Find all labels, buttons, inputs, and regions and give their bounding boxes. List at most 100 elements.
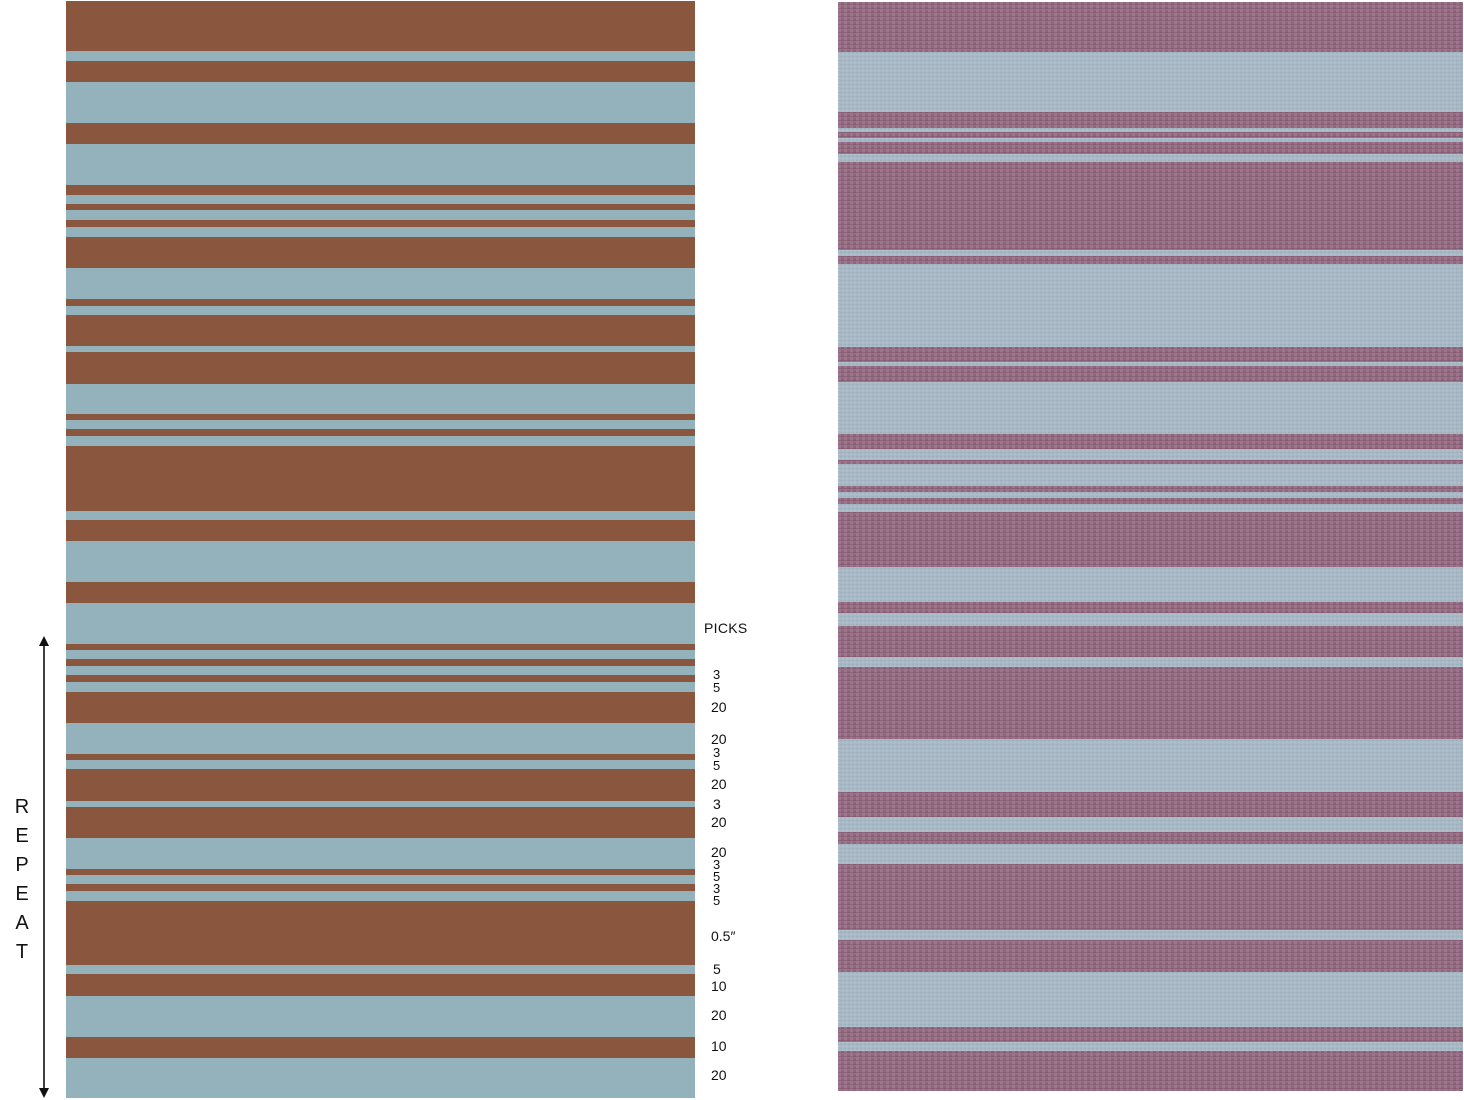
pick-count-label: 20 <box>711 1067 727 1083</box>
draft-stripe-blue <box>66 996 695 1037</box>
fabric-red-band <box>838 256 1463 264</box>
draft-stripe-blue <box>66 801 695 807</box>
draft-stripe-blue <box>66 144 695 185</box>
draft-stripe-blue <box>66 760 695 769</box>
fabric-swatch <box>838 2 1463 1091</box>
draft-stripe-brown <box>66 123 695 144</box>
repeat-letter: T <box>15 941 29 963</box>
fabric-red-band <box>838 460 1463 464</box>
draft-stripe-brown <box>66 901 695 965</box>
fabric-red-band <box>838 162 1463 250</box>
pick-count-label: 3 <box>713 796 721 812</box>
repeat-letter: E <box>15 883 29 905</box>
fabric-red-band <box>838 626 1463 657</box>
draft-stripe-blue <box>66 875 695 884</box>
draft-stripe-brown <box>66 414 695 420</box>
draft-stripe-brown <box>66 61 695 82</box>
draft-stripe-blue <box>66 436 695 446</box>
draft-stripe-brown <box>66 1 695 51</box>
pick-count-label: 3 <box>713 745 721 760</box>
stripe-draft <box>66 1 695 1098</box>
pick-count-label: 3 <box>713 857 721 872</box>
draft-stripe-brown <box>66 692 695 723</box>
pick-count-label: 20 <box>711 844 727 860</box>
draft-stripe-brown <box>66 675 695 682</box>
draft-stripe-blue <box>66 306 695 315</box>
fabric-red-band <box>838 486 1463 492</box>
draft-stripe-brown <box>66 185 695 195</box>
draft-stripe-brown <box>66 446 695 511</box>
draft-stripe-blue <box>66 682 695 692</box>
draft-stripe-brown <box>66 1037 695 1058</box>
fabric-red-band <box>838 864 1463 930</box>
fabric-red-band <box>838 112 1463 128</box>
draft-stripe-brown <box>66 315 695 346</box>
draft-stripe-brown <box>66 659 695 666</box>
draft-stripe-blue <box>66 838 695 869</box>
fabric-red-band <box>838 832 1463 844</box>
draft-stripe-blue <box>66 603 695 644</box>
fabric-red-band <box>838 512 1463 567</box>
pick-count-label: 5 <box>713 758 721 773</box>
draft-stripe-brown <box>66 204 695 210</box>
fabric-red-band <box>838 2 1463 52</box>
repeat-letter: E <box>15 825 29 847</box>
pick-count-label: 3 <box>713 667 721 682</box>
draft-stripe-blue <box>66 511 695 520</box>
draft-stripe-blue <box>66 384 695 414</box>
fabric-red-band <box>838 142 1463 154</box>
repeat-letter: A <box>15 912 29 934</box>
fabric-red-band <box>838 940 1463 972</box>
draft-stripe-brown <box>66 807 695 838</box>
fabric-red-band <box>838 434 1463 449</box>
draft-stripe-brown <box>66 220 695 227</box>
fabric-red-band <box>838 667 1463 739</box>
fabric-red-band <box>838 132 1463 138</box>
pick-count-label: 20 <box>711 776 727 792</box>
draft-stripe-blue <box>66 82 695 123</box>
draft-stripe-blue <box>66 723 695 754</box>
draft-stripe-blue <box>66 51 695 61</box>
repeat-arrow <box>39 636 49 1098</box>
pick-count-label: 20 <box>711 699 727 715</box>
draft-stripe-brown <box>66 884 695 891</box>
pick-count-label: 10 <box>711 978 727 994</box>
pick-count-label: 5 <box>713 869 721 884</box>
pick-count-label: 10 <box>711 1038 727 1054</box>
draft-stripe-blue <box>66 891 695 901</box>
repeat-letter: R <box>14 796 30 818</box>
pick-count-label: 20 <box>711 1007 727 1023</box>
fabric-photo <box>838 2 1463 1091</box>
fabric-red-band <box>838 1051 1463 1091</box>
draft-stripe-blue <box>66 1058 695 1098</box>
draft-stripe-blue <box>66 541 695 582</box>
draft-stripe-blue <box>66 268 695 299</box>
pick-count-label: 20 <box>711 814 727 830</box>
draft-stripe-blue <box>66 195 695 204</box>
draft-stripe-blue <box>66 650 695 659</box>
pick-count-label: 0.5″ <box>711 928 736 944</box>
draft-stripe-brown <box>66 754 695 760</box>
draft-stripe-blue <box>66 227 695 237</box>
pick-count-label: 20 <box>711 731 727 747</box>
draft-stripe-brown <box>66 869 695 875</box>
draft-stripe-brown <box>66 769 695 801</box>
fabric-red-band <box>838 602 1463 613</box>
fabric-red-band <box>838 366 1463 382</box>
draft-stripe-brown <box>66 237 695 268</box>
fabric-red-band <box>838 792 1463 817</box>
draft-stripe-brown <box>66 299 695 306</box>
draft-stripe-brown <box>66 429 695 436</box>
draft-stripe-brown <box>66 644 695 650</box>
fabric-red-band <box>838 347 1463 362</box>
draft-stripe-brown <box>66 520 695 541</box>
fabric-red-band <box>838 498 1463 504</box>
draft-stripe-blue <box>66 965 695 974</box>
draft-stripe-blue <box>66 666 695 675</box>
pick-count-label: 5 <box>713 961 721 977</box>
draft-stripe-brown <box>66 974 695 996</box>
draft-stripe-blue <box>66 210 695 220</box>
pick-count-label: 5 <box>713 893 721 908</box>
fabric-red-band <box>838 1027 1463 1042</box>
